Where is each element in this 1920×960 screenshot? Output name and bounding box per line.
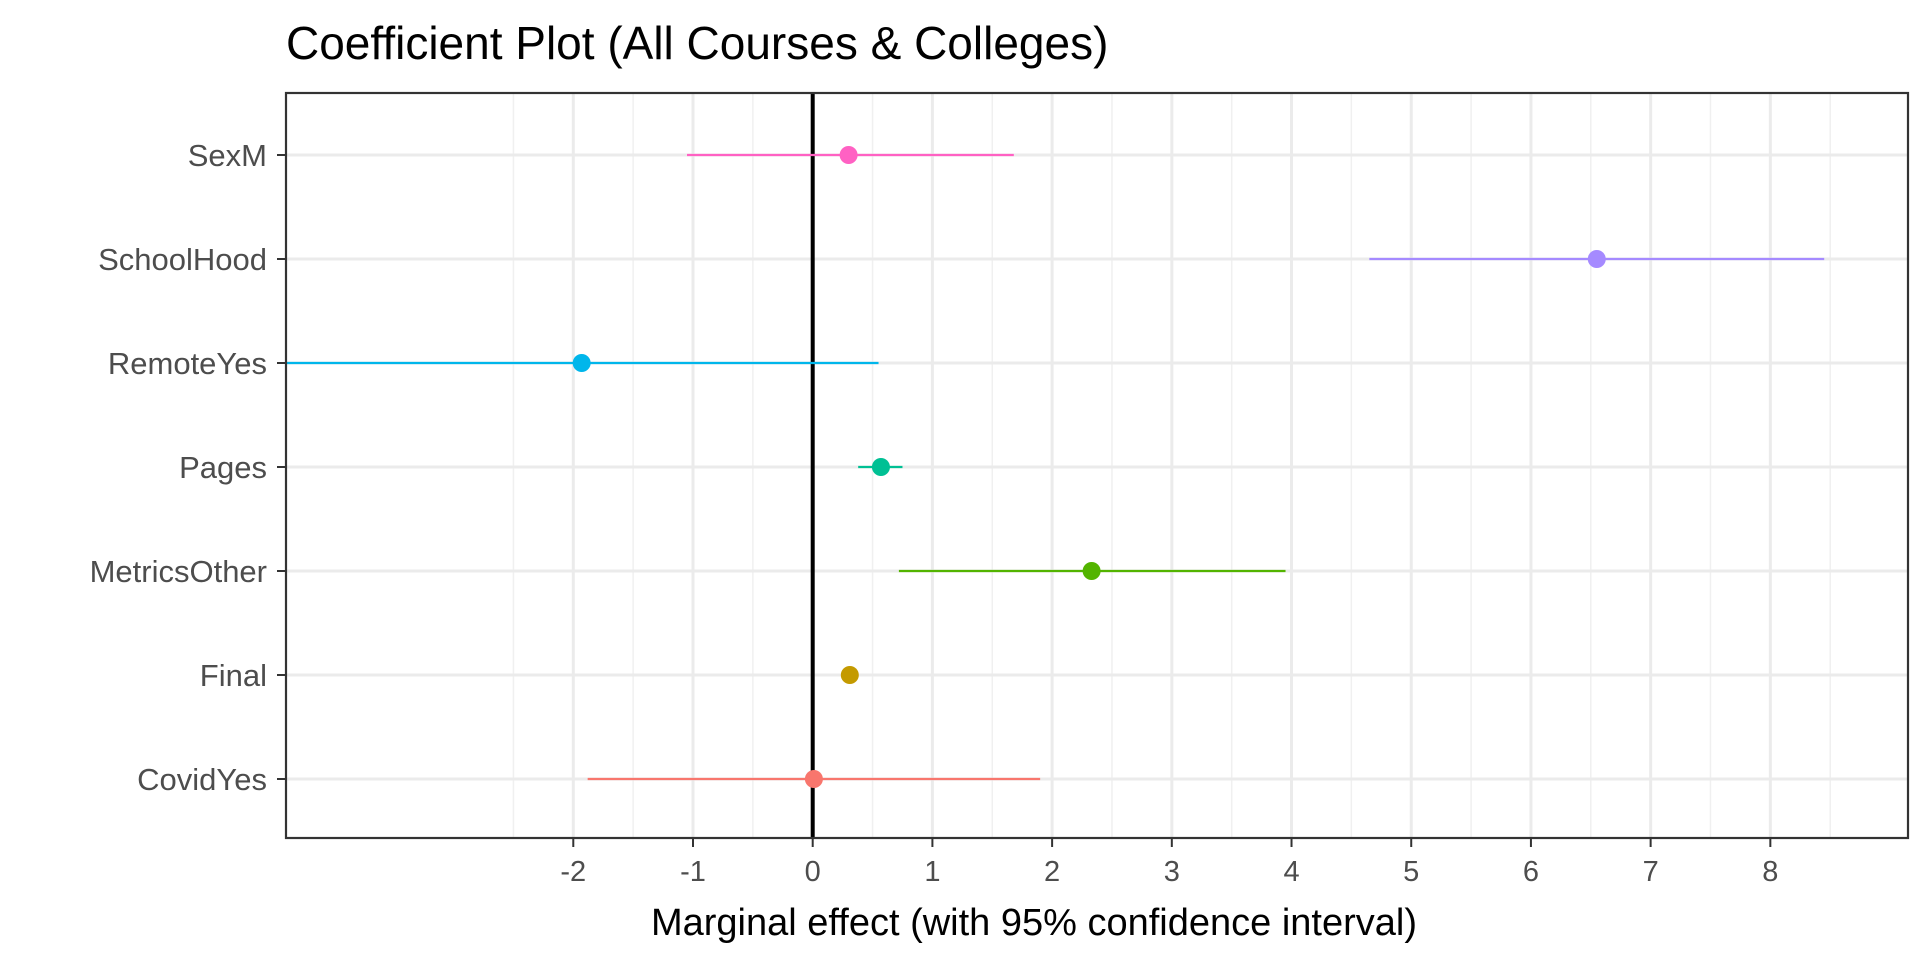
point-sexm: [839, 146, 858, 164]
point-pages: [871, 458, 890, 476]
x-tick-label: 3: [1164, 856, 1180, 888]
x-tick-label: 2: [1044, 856, 1060, 888]
y-tick-label-sexm: SexM: [188, 138, 267, 173]
x-axis-label: Marginal effect (with 95% confidence int…: [651, 902, 1417, 944]
point-metricsother: [1082, 562, 1101, 580]
point-schoolhood: [1587, 250, 1606, 268]
y-tick-label-pages: Pages: [179, 450, 267, 485]
y-tick-label-metricsother: MetricsOther: [90, 554, 267, 589]
plot-panel-border: [284, 91, 1910, 840]
x-tick-label: 6: [1523, 856, 1539, 888]
point-covidyes: [804, 770, 823, 788]
x-axis-ticks: -2 -1 0 1 2 3 4 5 6 7 8: [560, 838, 1778, 888]
y-tick-label-covidyes: CovidYes: [137, 762, 267, 797]
chart-title: Coefficient Plot (All Courses & Colleges…: [286, 17, 1108, 69]
point-final: [840, 666, 859, 684]
x-tick-label: 5: [1403, 856, 1419, 888]
point-estimates: [572, 146, 1606, 788]
y-axis-ticks: SexM SchoolHood RemoteYes Pages MetricsOther…: [90, 138, 286, 797]
y-tick-label-final: Final: [200, 658, 267, 693]
y-tick-label-remoteyes: RemoteYes: [108, 346, 267, 381]
major-gridlines: [286, 93, 1908, 838]
x-tick-label: 8: [1762, 856, 1778, 888]
y-tick-label-schoolhood: SchoolHood: [98, 242, 267, 277]
x-tick-label: -2: [560, 856, 586, 888]
point-remoteyes: [572, 354, 591, 372]
x-tick-label: 1: [924, 856, 940, 888]
x-tick-label: 0: [805, 856, 821, 888]
x-tick-label: 4: [1283, 856, 1299, 888]
x-tick-label: 7: [1643, 856, 1659, 888]
x-tick-label: -1: [680, 856, 706, 888]
